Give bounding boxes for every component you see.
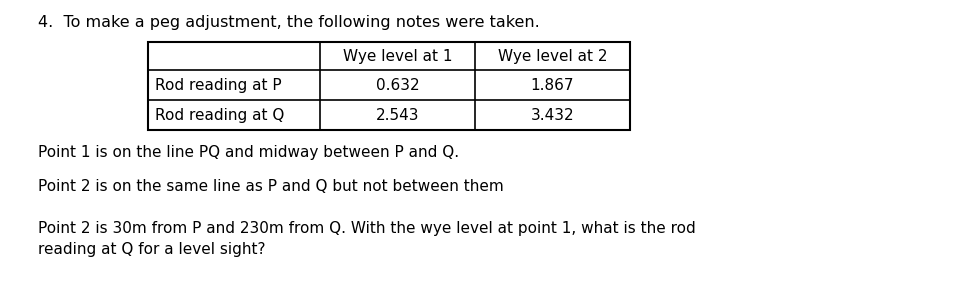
Text: Wye level at 1: Wye level at 1 — [343, 48, 452, 64]
Text: Point 1 is on the line PQ and midway between P and Q.: Point 1 is on the line PQ and midway bet… — [38, 145, 459, 160]
Bar — [148, 42, 630, 130]
Text: Rod reading at P: Rod reading at P — [155, 78, 282, 92]
Text: Point 2 is on the same line as P and Q but not between them: Point 2 is on the same line as P and Q b… — [38, 179, 504, 194]
Text: 1.867: 1.867 — [531, 78, 574, 92]
Text: 4.  To make a peg adjustment, the following notes were taken.: 4. To make a peg adjustment, the followi… — [38, 15, 540, 30]
Text: Wye level at 2: Wye level at 2 — [498, 48, 607, 64]
Text: 0.632: 0.632 — [376, 78, 420, 92]
Text: Rod reading at Q: Rod reading at Q — [155, 108, 284, 122]
Text: 3.432: 3.432 — [531, 108, 574, 122]
Text: Point 2 is 30m from P and 230m from Q. With the wye level at point 1, what is th: Point 2 is 30m from P and 230m from Q. W… — [38, 221, 696, 257]
Text: 2.543: 2.543 — [376, 108, 420, 122]
